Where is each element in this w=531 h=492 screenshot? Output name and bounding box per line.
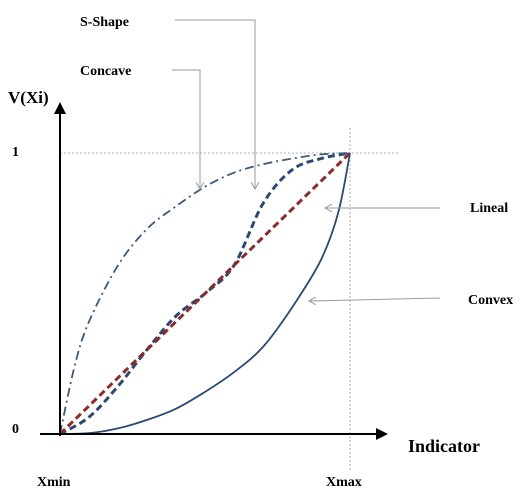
- leader-concave: [172, 69, 200, 188]
- annotation-s-shape: S-Shape: [80, 15, 129, 30]
- annotation-lineal: Lineal: [470, 201, 508, 216]
- series-layer: [58, 151, 352, 436]
- leader-convex: [310, 298, 441, 301]
- x-tick-label-xmin: Xmin: [37, 475, 71, 490]
- y-axis-label: V(Xi): [8, 88, 49, 107]
- x-axis-label: Indicator: [408, 436, 480, 456]
- annotation-convex: Convex: [468, 293, 513, 308]
- leader-s-shape: [175, 19, 255, 188]
- annotation-concave: Concave: [80, 64, 131, 79]
- y-tick-label-1: 1: [12, 145, 19, 160]
- y-tick-label-0: 0: [12, 422, 19, 437]
- x-tick-label-xmax: Xmax: [326, 475, 362, 490]
- series-convex-line: [59, 152, 351, 435]
- series-lineal-line: [58, 151, 352, 436]
